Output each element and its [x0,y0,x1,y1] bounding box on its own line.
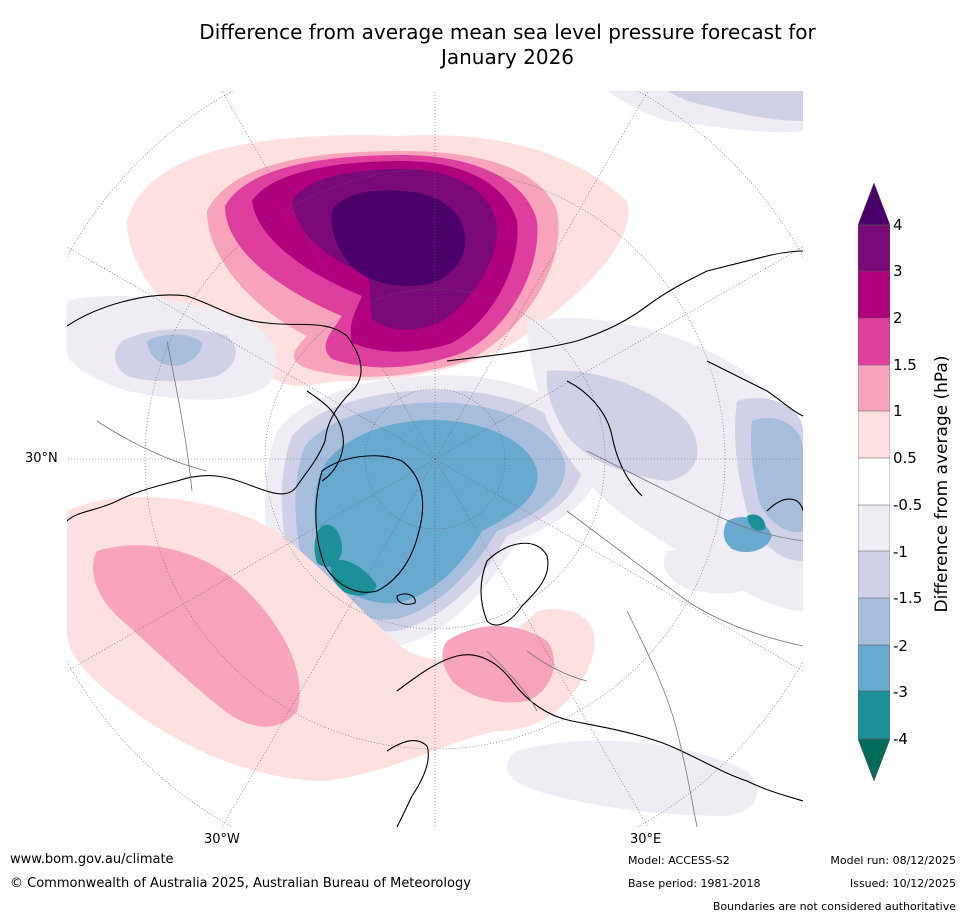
colorbar-m4-to-m3 [858,691,890,739]
colorbar-below-m4 [858,739,890,781]
map-graticule [67,91,803,827]
colorbar-tick-4: 4 [893,216,903,234]
colorbar-tick-m0-5: -0.5 [893,496,923,514]
map-title-line1: Difference from average mean sea level p… [199,20,816,44]
colorbar-1-5-to-2 [858,318,890,365]
colorbar-m1-to-m0-5 [858,505,890,551]
colorbar-title: Difference from average (hPa) [932,355,952,613]
colorbar-3-to-4 [858,225,890,271]
map-title: Difference from average mean sea level p… [150,20,865,70]
colorbar-tick-1-5: 1.5 [893,356,917,374]
footer-model-run: Model run: 08/12/2025 [830,854,956,867]
colorbar-1-to-1-5 [858,365,890,411]
colorbar-tick-0-5: 0.5 [893,449,917,467]
colorbar-tick-1: 1 [893,402,903,420]
footer-base-period: Base period: 1981-2018 [628,877,761,890]
colorbar-0-5-to-1 [858,411,890,458]
colorbar-tick-m2: -2 [893,637,908,655]
colorbar-m2-to-m1-5 [858,598,890,645]
coastlines [67,250,803,827]
label-30w: 30°W [204,832,240,847]
map-canvas [67,91,803,827]
greenland-coast [315,455,424,593]
footer-copyright: © Commonwealth of Australia 2025, Austra… [10,876,471,891]
colorbar-tick-2: 2 [893,309,903,327]
colorbar-2-to-3 [858,271,890,318]
map-title-line2: January 2026 [440,45,575,69]
pressure-anomaly-map [67,91,803,827]
footer-website: www.bom.gov.au/climate [10,852,174,867]
colorbar-neutral [858,458,890,505]
label-30n: 30°N [25,451,58,466]
colorbar-m3-to-m2 [858,645,890,691]
colorbar-m1-5-to-m1 [858,551,890,598]
colorbar-tick-m1: -1 [893,543,908,561]
label-30e: 30°E [630,832,662,847]
colorbar-above-4 [858,183,890,225]
country-borders [96,340,803,827]
footer-issued: Issued: 10/12/2025 [849,877,956,890]
colorbar-tick-m1-5: -1.5 [893,589,923,607]
colorbar-tick-m3: -3 [893,683,908,701]
colorbar [858,183,890,782]
footer-disclaimer: Boundaries are not considered authoritat… [712,900,956,913]
footer-model: Model: ACCESS-S2 [628,854,730,867]
colorbar-tick-3: 3 [893,262,903,280]
colorbar-tick-m4: -4 [893,730,908,748]
